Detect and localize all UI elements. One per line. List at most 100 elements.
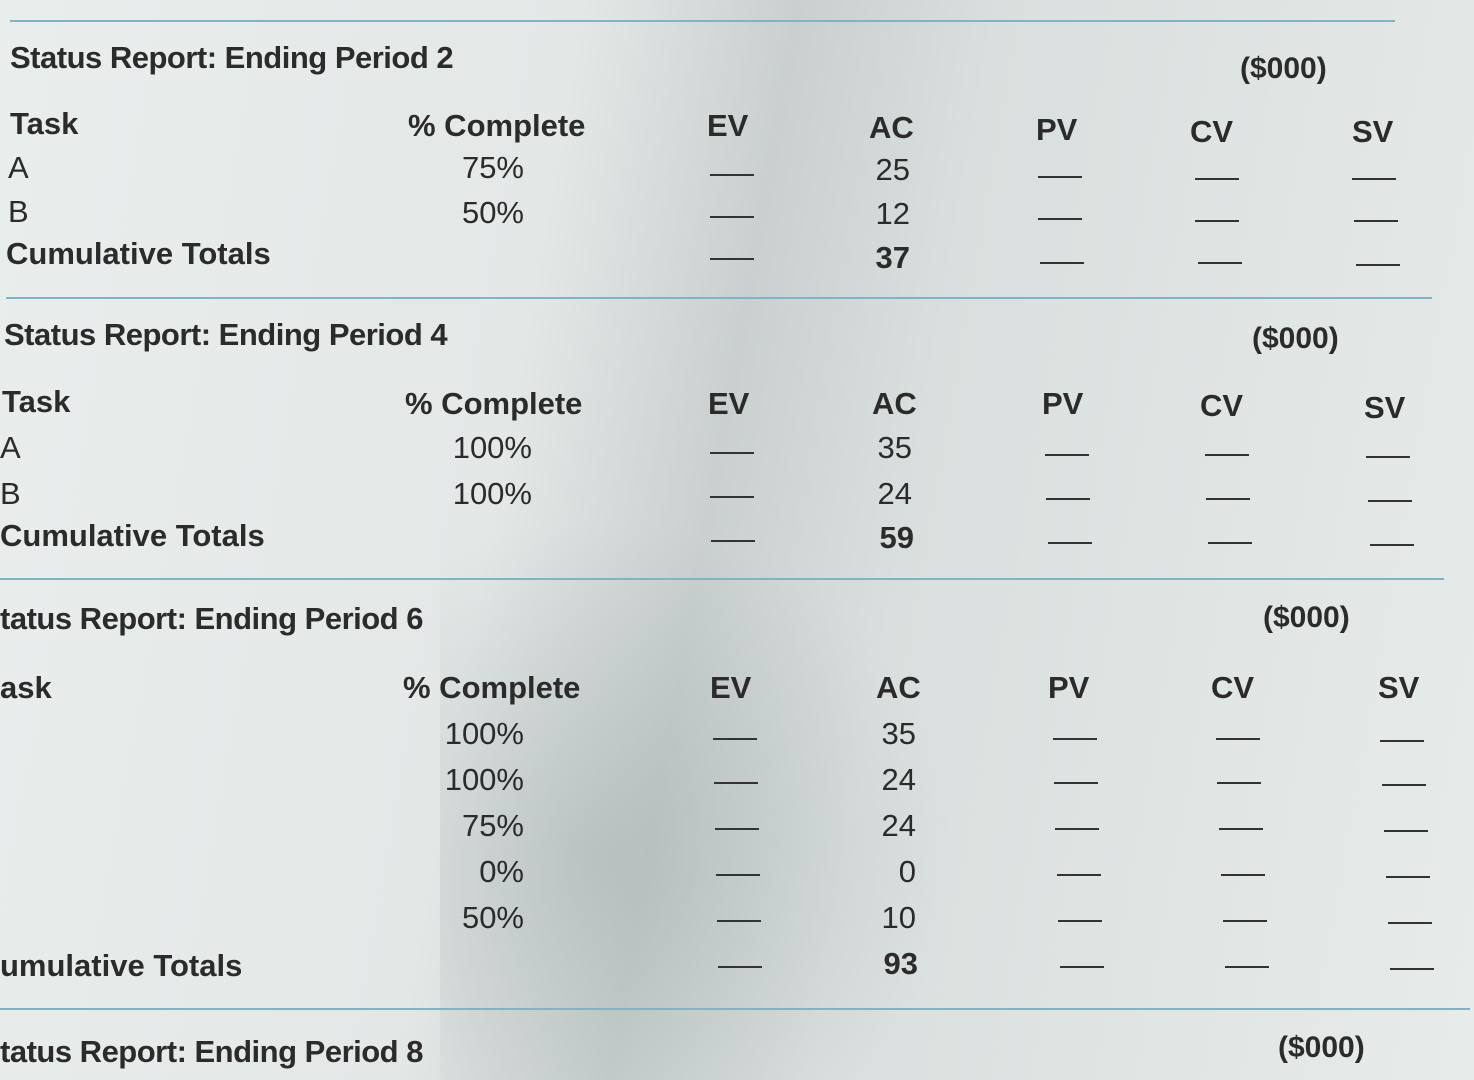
ac-cell: 24 [881, 762, 916, 797]
pv-dash [1038, 176, 1082, 178]
cv-dash [1216, 738, 1260, 740]
header-task: Task [2, 384, 71, 419]
ev-dash [710, 496, 754, 498]
divider-rule [0, 1008, 1470, 1010]
pv-dash [1046, 498, 1090, 500]
complete-cell: 75% [461, 150, 524, 185]
complete-cell: 0% [479, 854, 524, 889]
header-ac: AC [876, 670, 921, 705]
sv-dash [1354, 220, 1398, 222]
ev-dash [711, 540, 755, 542]
ac-cell: 24 [881, 808, 916, 843]
sv-dash [1390, 968, 1434, 970]
cv-dash [1221, 874, 1265, 876]
ev-dash [710, 258, 754, 260]
header-complete: % Complete [405, 386, 583, 421]
ev-dash [716, 874, 760, 876]
pv-dash [1040, 262, 1084, 264]
header-cv: CV [1190, 114, 1234, 149]
ac-cell: 25 [875, 152, 910, 187]
pv-dash [1057, 874, 1101, 876]
totals-label: umulative Totals [0, 948, 243, 983]
pv-dash [1055, 828, 1099, 830]
cv-dash [1208, 542, 1252, 544]
complete-cell: 100% [444, 716, 524, 751]
report-title: tatus Report: Ending Period 6 [0, 601, 423, 636]
pv-dash [1060, 966, 1104, 968]
sv-dash [1356, 264, 1400, 266]
cv-dash [1205, 454, 1249, 456]
header-ac: AC [869, 110, 914, 145]
header-cv: CV [1211, 670, 1255, 705]
unit-label: ($000) [1278, 1031, 1365, 1064]
header-pv: PV [1048, 670, 1090, 705]
ev-dash [718, 966, 762, 968]
ac-cell: 10 [881, 900, 916, 935]
sv-dash [1386, 876, 1430, 878]
complete-cell: 50% [461, 900, 524, 935]
ev-dash [710, 174, 754, 176]
task-cell: A [0, 430, 21, 465]
header-complete: % Complete [408, 108, 586, 143]
cv-dash [1198, 262, 1242, 264]
ac-cell: 24 [877, 476, 912, 511]
divider-rule [6, 297, 1432, 299]
ev-dash [715, 828, 759, 830]
sv-dash [1384, 830, 1428, 832]
complete-cell: 75% [461, 808, 524, 843]
header-task: ask [0, 670, 52, 705]
task-cell: B [0, 476, 21, 511]
report-title: tatus Report: Ending Period 8 [0, 1034, 423, 1069]
ac-cell: 12 [875, 196, 910, 231]
report-title: Status Report: Ending Period 2 [10, 40, 454, 75]
ac-total: 93 [883, 946, 918, 981]
pv-dash [1048, 542, 1092, 544]
cv-dash [1195, 220, 1239, 222]
complete-cell: 100% [452, 430, 532, 465]
complete-cell: 50% [461, 195, 524, 230]
sv-dash [1382, 784, 1426, 786]
totals-label: Cumulative Totals [0, 518, 265, 553]
ev-dash [714, 782, 758, 784]
header-task: Task [10, 106, 79, 141]
sv-dash [1368, 500, 1412, 502]
task-cell: B [8, 194, 29, 229]
header-ac: AC [872, 386, 917, 421]
ac-cell: 0 [898, 854, 916, 889]
cv-dash [1206, 498, 1250, 500]
pv-dash [1045, 454, 1089, 456]
sv-dash [1366, 456, 1410, 458]
header-pv: PV [1036, 112, 1078, 147]
task-cell: A [8, 150, 29, 185]
totals-label: Cumulative Totals [6, 236, 271, 271]
header-complete: % Complete [403, 670, 581, 705]
complete-cell: 100% [452, 476, 532, 511]
sv-dash [1370, 544, 1414, 546]
report-title: Status Report: Ending Period 4 [4, 317, 448, 352]
unit-label: ($000) [1263, 601, 1350, 634]
ac-total: 59 [879, 520, 914, 555]
cv-dash [1195, 178, 1239, 180]
header-pv: PV [1042, 386, 1084, 421]
complete-cell: 100% [444, 762, 524, 797]
header-sv: SV [1364, 390, 1406, 425]
ac-cell: 35 [877, 430, 912, 465]
pv-dash [1038, 218, 1082, 220]
header-sv: SV [1352, 114, 1394, 149]
header-ev: EV [708, 386, 750, 421]
header-ev: EV [707, 108, 749, 143]
cv-dash [1217, 782, 1261, 784]
pv-dash [1053, 738, 1097, 740]
sv-dash [1352, 178, 1396, 180]
divider-rule [0, 578, 1444, 580]
pv-dash [1054, 782, 1098, 784]
ac-total: 37 [875, 240, 910, 275]
sv-dash [1380, 740, 1424, 742]
cv-dash [1223, 920, 1267, 922]
cv-dash [1225, 966, 1269, 968]
header-sv: SV [1378, 670, 1420, 705]
cv-dash [1219, 828, 1263, 830]
sv-dash [1388, 922, 1432, 924]
divider-rule [10, 20, 1395, 22]
unit-label: ($000) [1252, 322, 1339, 355]
